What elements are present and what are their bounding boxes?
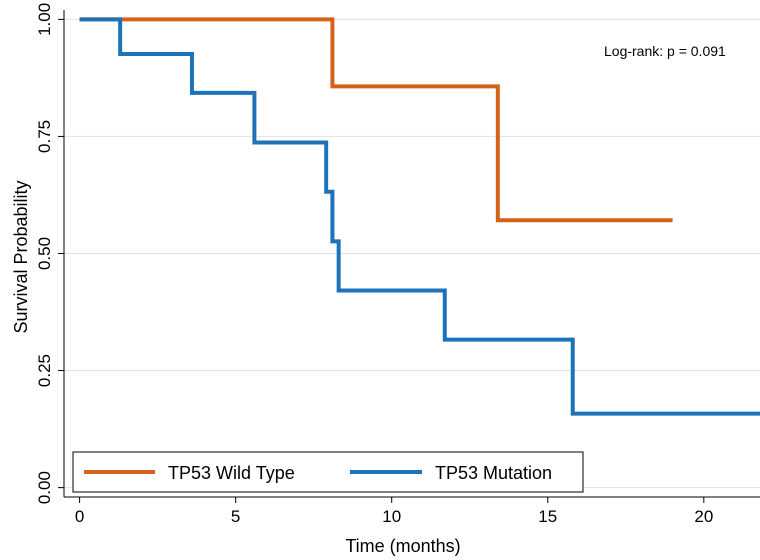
x-ticks: 0 5 10 15 20 (75, 497, 713, 526)
y-tick-label: 1.00 (35, 3, 54, 36)
x-tick-label: 15 (538, 507, 557, 526)
x-tick-label: 20 (694, 507, 713, 526)
y-ticks: 0.00 0.25 0.50 0.75 1.00 (35, 3, 64, 504)
log-rank-annotation: Log-rank: p = 0.091 (604, 43, 726, 59)
series-line-mutation (79, 17, 760, 416)
legend-label-mutation: TP53 Mutation (435, 463, 552, 483)
x-tick-label: 5 (231, 507, 240, 526)
legend: TP53 Wild Type TP53 Mutation (72, 451, 584, 493)
legend-box (72, 451, 584, 493)
x-axis-title: Time (months) (345, 536, 460, 556)
x-tick-label: 10 (382, 507, 401, 526)
y-tick-label: 0.00 (35, 471, 54, 504)
series-lines (79, 17, 760, 416)
legend-label-wild-type: TP53 Wild Type (168, 463, 295, 483)
y-tick-label: 0.25 (35, 354, 54, 387)
x-tick-label: 0 (75, 507, 84, 526)
y-tick-label: 0.75 (35, 120, 54, 153)
y-axis-title: Survival Probability (11, 180, 31, 333)
series-line-wild-type (79, 17, 673, 223)
y-tick-label: 0.50 (35, 237, 54, 270)
